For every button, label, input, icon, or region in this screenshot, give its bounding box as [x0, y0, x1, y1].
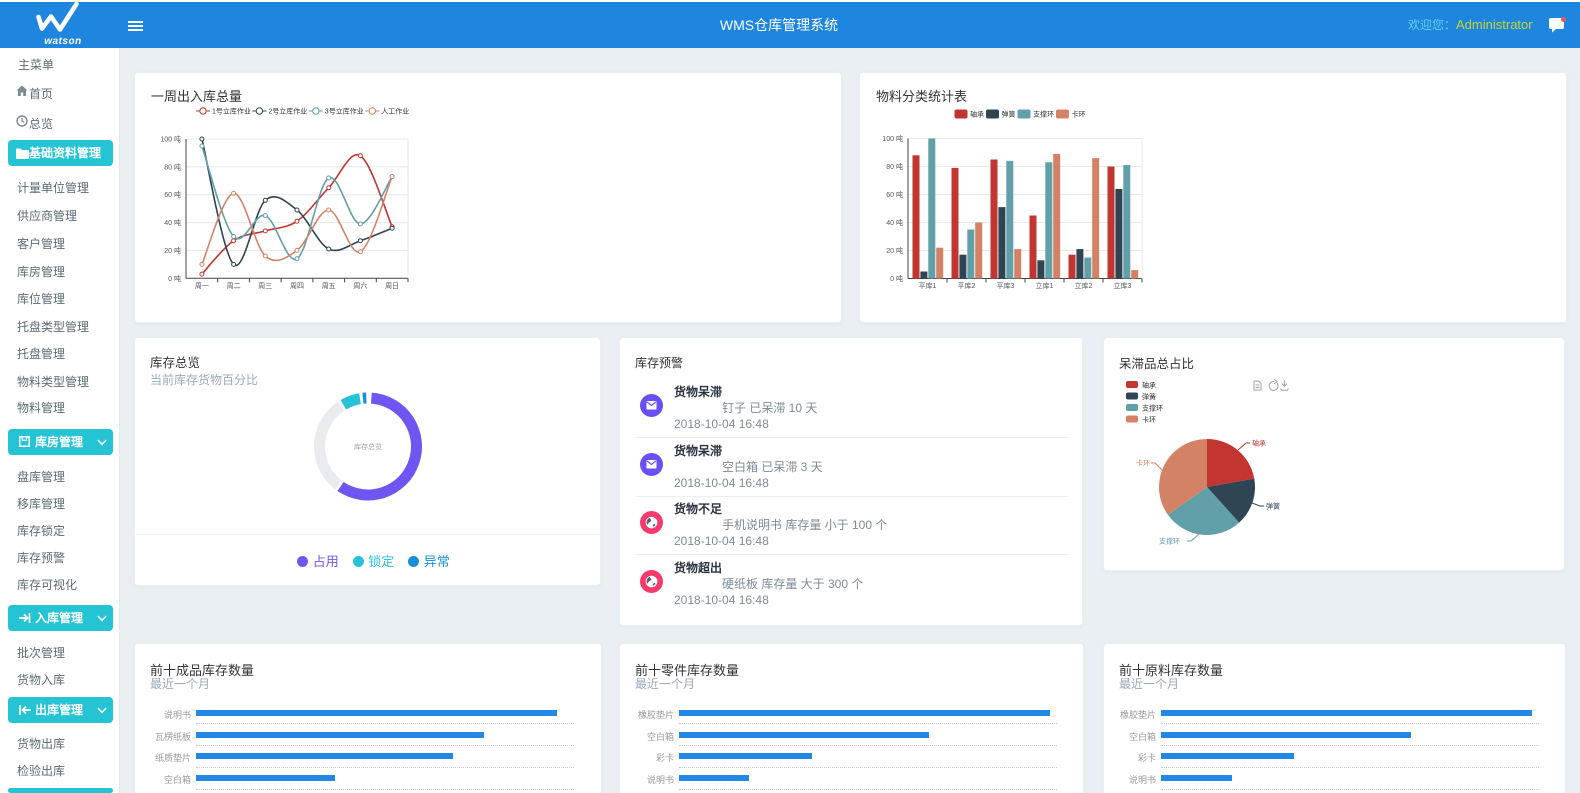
- svg-text:3号立库作业: 3号立库作业: [325, 107, 364, 116]
- svg-text:人工作业: 人工作业: [381, 107, 409, 116]
- svg-text:周二: 周二: [227, 282, 241, 290]
- svg-text:周一: 周一: [195, 282, 209, 290]
- svg-text:40 吨: 40 吨: [886, 218, 903, 227]
- svg-text:1号立库作业: 1号立库作业: [212, 107, 251, 116]
- svg-text:库存总览: 库存总览: [354, 442, 382, 451]
- svg-text:支撑环: 支撑环: [1142, 404, 1163, 413]
- svg-text:80 吨: 80 吨: [164, 162, 181, 171]
- svg-text:周三: 周三: [258, 282, 272, 290]
- svg-text:轴承: 轴承: [1142, 381, 1156, 390]
- svg-text:周四: 周四: [290, 282, 304, 290]
- svg-text:平库3: 平库3: [997, 281, 1015, 290]
- svg-text:0 吨: 0 吨: [890, 274, 903, 283]
- svg-text:轴承: 轴承: [970, 110, 984, 119]
- svg-text:20 吨: 20 吨: [164, 246, 181, 255]
- svg-text:周日: 周日: [385, 282, 399, 290]
- svg-text:弹簧: 弹簧: [1266, 502, 1280, 511]
- svg-text:立库2: 立库2: [1075, 281, 1093, 290]
- svg-text:轴承: 轴承: [1252, 439, 1266, 448]
- svg-text:2号立库作业: 2号立库作业: [268, 107, 307, 116]
- svg-text:watson: watson: [44, 36, 81, 47]
- svg-text:40 吨: 40 吨: [164, 218, 181, 227]
- svg-text:平库2: 平库2: [958, 281, 976, 290]
- svg-text:60 吨: 60 吨: [886, 190, 903, 199]
- svg-text:100 吨: 100 吨: [882, 134, 903, 143]
- svg-text:20 吨: 20 吨: [886, 246, 903, 255]
- svg-text:弹簧: 弹簧: [1142, 392, 1156, 401]
- svg-text:立库1: 立库1: [1036, 281, 1054, 290]
- svg-text:80 吨: 80 吨: [886, 162, 903, 171]
- svg-text:60 吨: 60 吨: [164, 190, 181, 199]
- svg-text:卡环: 卡环: [1072, 110, 1086, 119]
- svg-text:立库3: 立库3: [1114, 281, 1132, 290]
- svg-text:卡环: 卡环: [1136, 459, 1150, 468]
- svg-text:弹簧: 弹簧: [1002, 110, 1016, 119]
- svg-text:平库1: 平库1: [919, 281, 937, 290]
- svg-text:周六: 周六: [353, 281, 367, 290]
- svg-text:卡环: 卡环: [1142, 415, 1156, 424]
- svg-text:支撑环: 支撑环: [1159, 537, 1180, 546]
- svg-text:支撑环: 支撑环: [1033, 110, 1054, 119]
- svg-text:周五: 周五: [322, 282, 336, 290]
- svg-text:0 吨: 0 吨: [168, 274, 181, 283]
- svg-text:100 吨: 100 吨: [160, 135, 181, 144]
